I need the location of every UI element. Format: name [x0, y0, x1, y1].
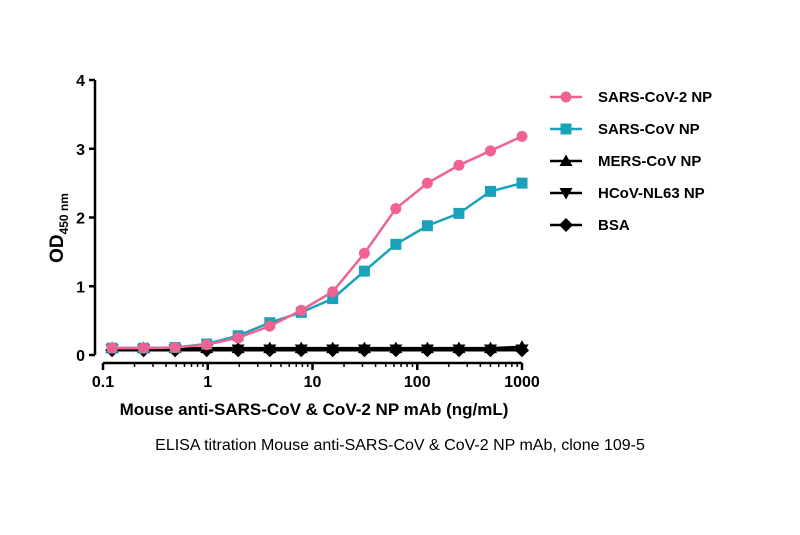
data-point-sars-cov-2-np	[295, 304, 307, 316]
y-tick-label: 4	[76, 73, 85, 90]
legend-marker	[559, 154, 573, 166]
legend-item-bsa: BSA	[550, 217, 630, 234]
data-point-mers-cov-np	[515, 340, 529, 352]
data-point-sars-cov-2-np	[358, 247, 370, 259]
data-point-sars-cov-2-np	[201, 339, 213, 351]
x-tick-label: 1000	[504, 374, 540, 391]
data-point-mers-cov-np	[452, 341, 466, 354]
data-point-sars-cov-np	[484, 185, 496, 197]
y-tick-label: 3	[76, 142, 85, 159]
data-point-mers-cov-np	[263, 341, 277, 354]
legend-item-sars-cov-2-np: SARS-CoV-2 NP	[550, 89, 712, 106]
y-axis-title: OD450 nm	[47, 193, 71, 263]
data-point-mers-cov-np	[357, 341, 371, 354]
data-point-sars-cov-np	[327, 293, 339, 305]
legend-label: BSA	[598, 217, 630, 234]
data-point-sars-cov-2-np	[484, 145, 496, 157]
data-point-sars-cov-2-np	[138, 342, 150, 354]
data-point-sars-cov-2-np	[421, 177, 433, 189]
data-point-sars-cov-2-np	[453, 159, 465, 171]
series-sars-cov-2-np	[106, 130, 528, 354]
x-tick-label: 0.1	[92, 374, 114, 391]
data-point-sars-cov-np	[421, 220, 433, 232]
legend-item-mers-cov-np: MERS-CoV NP	[550, 153, 701, 170]
legend-marker	[559, 188, 573, 200]
legend-marker	[560, 123, 572, 135]
figure-caption: ELISA titration Mouse anti-SARS-CoV & Co…	[155, 437, 645, 454]
data-point-sars-cov-np	[390, 238, 402, 250]
series-hcov-nl63-np	[105, 344, 529, 356]
data-point-sars-cov-2-np	[232, 332, 244, 344]
x-tick-label: 10	[304, 374, 322, 391]
y-tick-label: 2	[76, 211, 85, 228]
data-point-sars-cov-2-np	[390, 203, 402, 215]
data-point-sars-cov-2-np	[106, 342, 118, 354]
data-point-mers-cov-np	[231, 341, 245, 354]
x-tick-label: 1	[203, 374, 212, 391]
data-point-mers-cov-np	[294, 341, 308, 354]
series-layer	[105, 130, 529, 358]
legend-marker	[559, 218, 573, 232]
legend-label: MERS-CoV NP	[598, 153, 701, 170]
series-sars-cov-np	[106, 177, 528, 354]
data-point-sars-cov-np	[453, 207, 465, 219]
axes: 0 1 2 3 4 0.1 1 10 100 1000	[76, 73, 540, 391]
x-axis-title: Mouse anti-SARS-CoV & CoV-2 NP mAb (ng/m…	[120, 400, 509, 419]
legend-marker	[560, 91, 572, 103]
x-tick-label: 100	[404, 374, 431, 391]
legend-label: SARS-CoV NP	[598, 121, 700, 138]
data-point-mers-cov-np	[326, 341, 340, 354]
data-point-sars-cov-2-np	[516, 130, 528, 142]
data-point-sars-cov-2-np	[169, 341, 181, 353]
data-point-sars-cov-2-np	[264, 320, 276, 332]
data-point-sars-cov-2-np	[327, 286, 339, 298]
legend-item-sars-cov-np: SARS-CoV NP	[550, 121, 700, 138]
y-axis-title-main: OD	[47, 234, 68, 263]
data-point-sars-cov-np	[358, 265, 370, 277]
legend-label: SARS-CoV-2 NP	[598, 89, 712, 106]
y-axis-title-sub: 450 nm	[57, 193, 71, 234]
data-point-mers-cov-np	[483, 341, 497, 354]
legend: SARS-CoV-2 NP SARS-CoV NP MERS-CoV NP HCoV-…	[550, 89, 712, 234]
data-point-sars-cov-np	[516, 177, 528, 189]
legend-label: HCoV-NL63 NP	[598, 185, 705, 202]
legend-item-hcov-nl63-np: HCoV-NL63 NP	[550, 185, 705, 202]
data-point-mers-cov-np	[420, 341, 434, 354]
y-tick-label: 1	[76, 279, 85, 296]
y-tick-label: 0	[76, 348, 85, 365]
data-point-mers-cov-np	[389, 341, 403, 354]
